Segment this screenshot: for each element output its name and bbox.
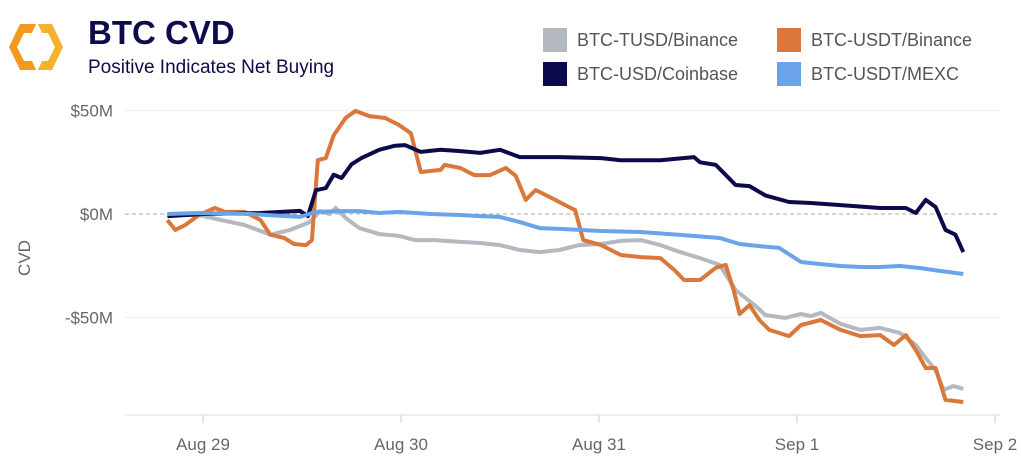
x-tick-label: Sep 1	[775, 435, 819, 454]
legend-swatch	[777, 28, 801, 52]
legend-swatch	[543, 62, 567, 86]
legend-item-usdt-mexc[interactable]: BTC-USDT/MEXC	[777, 62, 997, 86]
y-tick-label: -$50M	[65, 309, 113, 328]
legend-label: BTC-TUSD/Binance	[577, 29, 739, 50]
legend-item-tusd-binance[interactable]: BTC-TUSD/Binance	[543, 28, 777, 52]
legend-swatch	[777, 62, 801, 86]
chart-subtitle: Positive Indicates Net Buying	[88, 57, 335, 78]
x-tick-label: Aug 30	[374, 435, 428, 454]
series-line-btc-usdt-mexc	[167, 209, 964, 276]
x-tick-label: Sep 2	[973, 435, 1017, 454]
y-tick-label: $0M	[80, 205, 113, 224]
series-line-btc-tusd-binance	[167, 206, 964, 392]
legend-label: BTC-USD/Coinbase	[577, 63, 739, 84]
y-tick-label: $50M	[70, 102, 113, 121]
series-line-btc-usdt-binance	[165, 108, 964, 404]
logo	[6, 20, 66, 80]
legend-label: BTC-USDT/Binance	[811, 29, 973, 50]
y-axis-label: CVD	[15, 240, 34, 276]
chart-title: BTC CVD	[88, 14, 235, 51]
legend-item-usdt-binance[interactable]: BTC-USDT/Binance	[777, 28, 997, 52]
legend-item-usd-coinbase[interactable]: BTC-USD/Coinbase	[543, 62, 777, 86]
x-tick-label: Aug 31	[572, 435, 626, 454]
series-line-btc-usd-coinbase	[167, 143, 966, 253]
x-tick-label: Aug 29	[176, 435, 230, 454]
legend-swatch	[543, 28, 567, 52]
legend-label: BTC-USDT/MEXC	[811, 63, 959, 84]
legend: BTC-TUSD/Binance BTC-USDT/Binance BTC-US…	[543, 28, 997, 86]
